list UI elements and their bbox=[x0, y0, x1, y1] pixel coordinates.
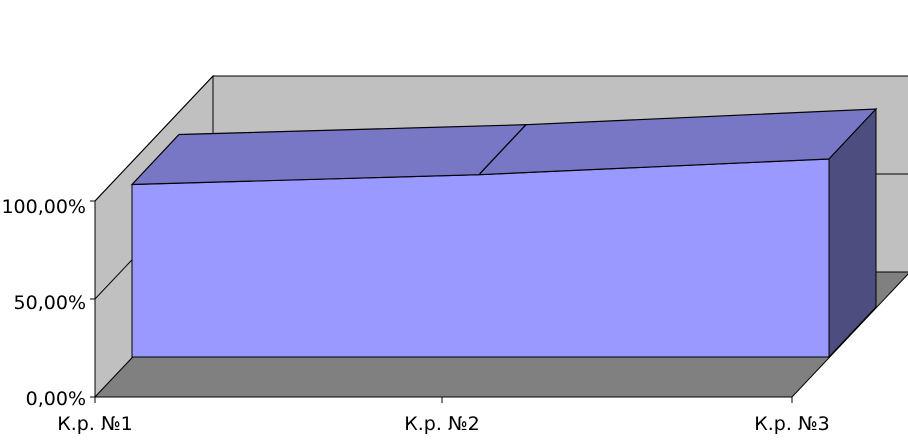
x-tick-label-3: К.р. №3 bbox=[754, 413, 830, 435]
y-axis-ticks: 0,00% 50,00% 100,00% bbox=[1, 196, 86, 410]
y-tick-label-0: 0,00% bbox=[26, 388, 86, 410]
x-tick-label-2: К.р. №2 bbox=[404, 413, 480, 435]
x-axis-ticks: К.р. №1 К.р. №2 К.р. №3 bbox=[57, 413, 830, 435]
area-front-face bbox=[132, 159, 829, 357]
area-top-face-1 bbox=[132, 125, 526, 185]
area-series bbox=[132, 109, 876, 357]
y-tick-label-100: 100,00% bbox=[1, 196, 86, 218]
y-tick-label-50: 50,00% bbox=[14, 292, 86, 314]
x-tick-label-1: К.р. №1 bbox=[57, 413, 133, 435]
